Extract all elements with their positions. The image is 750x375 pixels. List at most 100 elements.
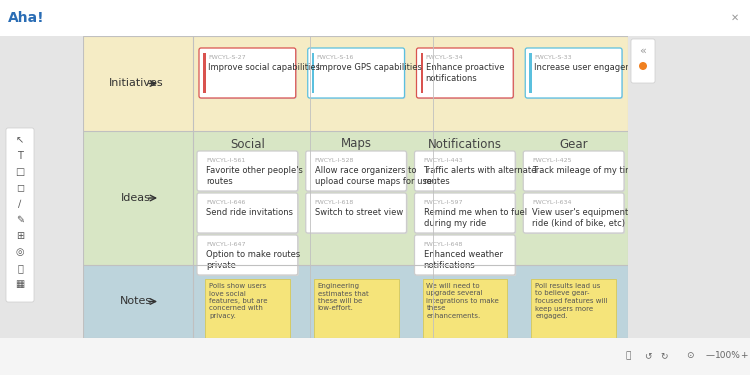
FancyBboxPatch shape xyxy=(418,49,514,99)
Bar xyxy=(205,279,290,341)
Text: Social: Social xyxy=(230,138,265,150)
Bar xyxy=(83,265,193,338)
Text: 🖼: 🖼 xyxy=(17,263,23,273)
FancyBboxPatch shape xyxy=(306,151,407,191)
Text: —: — xyxy=(706,351,715,360)
FancyBboxPatch shape xyxy=(525,48,622,98)
FancyBboxPatch shape xyxy=(526,49,623,99)
Text: FWCYL-I-597: FWCYL-I-597 xyxy=(424,200,463,205)
FancyBboxPatch shape xyxy=(415,151,515,191)
Text: ↖: ↖ xyxy=(16,135,24,145)
FancyBboxPatch shape xyxy=(524,193,624,233)
Text: Polls show users
love social
features, but are
concerned with
privacy.: Polls show users love social features, b… xyxy=(209,283,268,319)
Text: FWCYL-I-425: FWCYL-I-425 xyxy=(532,158,572,163)
FancyBboxPatch shape xyxy=(200,49,297,99)
Text: □: □ xyxy=(15,167,25,177)
Text: FWCYL-I-528: FWCYL-I-528 xyxy=(315,158,354,163)
Text: ↻: ↻ xyxy=(660,351,668,360)
Bar xyxy=(422,279,507,341)
Circle shape xyxy=(639,62,647,70)
Text: FWCYL-I-443: FWCYL-I-443 xyxy=(424,158,463,163)
Bar xyxy=(83,36,193,131)
Text: Favorite other people's
routes: Favorite other people's routes xyxy=(206,166,303,186)
FancyBboxPatch shape xyxy=(199,48,296,98)
FancyBboxPatch shape xyxy=(197,151,298,191)
Text: 100%: 100% xyxy=(715,351,741,360)
FancyBboxPatch shape xyxy=(307,152,407,192)
FancyBboxPatch shape xyxy=(415,235,515,275)
FancyBboxPatch shape xyxy=(415,193,515,233)
Text: Traffic alerts with alternate
routes: Traffic alerts with alternate routes xyxy=(424,166,537,186)
Text: Allow race organizers to
upload course maps for user: Allow race organizers to upload course m… xyxy=(315,166,435,186)
FancyBboxPatch shape xyxy=(416,48,513,98)
Text: Poll results lead us
to believe gear-
focused features will
keep users more
enga: Poll results lead us to believe gear- fo… xyxy=(536,283,608,319)
Text: ⊞: ⊞ xyxy=(16,231,24,241)
FancyBboxPatch shape xyxy=(524,194,625,234)
Text: T: T xyxy=(17,151,23,161)
Text: ↺: ↺ xyxy=(644,351,652,360)
Text: Send ride invitations: Send ride invitations xyxy=(206,208,293,217)
Bar xyxy=(83,131,628,265)
Bar xyxy=(83,36,628,338)
Bar xyxy=(83,131,193,265)
Text: FWCYL-S-16: FWCYL-S-16 xyxy=(316,55,354,60)
Bar xyxy=(628,36,750,338)
FancyBboxPatch shape xyxy=(197,193,298,233)
FancyBboxPatch shape xyxy=(198,152,298,192)
FancyBboxPatch shape xyxy=(416,236,516,276)
Bar xyxy=(531,279,616,341)
Text: Increase user engagement: Increase user engagement xyxy=(534,63,647,72)
Text: ✕: ✕ xyxy=(731,13,739,23)
Text: ◎: ◎ xyxy=(16,247,24,257)
Text: FWCYL-S-27: FWCYL-S-27 xyxy=(208,55,246,60)
Text: ◻: ◻ xyxy=(16,183,24,193)
Text: FWCYL-I-618: FWCYL-I-618 xyxy=(315,200,354,205)
FancyBboxPatch shape xyxy=(198,194,298,234)
Text: FWCYL-I-634: FWCYL-I-634 xyxy=(532,200,572,205)
Text: Enhanced weather
notifications: Enhanced weather notifications xyxy=(424,250,502,270)
FancyBboxPatch shape xyxy=(6,128,34,302)
FancyBboxPatch shape xyxy=(416,152,516,192)
Text: Enhance proactive
notifications: Enhance proactive notifications xyxy=(425,63,504,83)
Bar xyxy=(83,36,628,131)
Text: FWCYL-S-34: FWCYL-S-34 xyxy=(425,55,463,60)
FancyBboxPatch shape xyxy=(309,49,406,99)
Bar xyxy=(0,36,83,338)
Text: View user's equipment for
ride (kind of bike, etc): View user's equipment for ride (kind of … xyxy=(532,208,643,228)
FancyBboxPatch shape xyxy=(198,236,298,276)
Text: Notifications: Notifications xyxy=(427,138,502,150)
FancyBboxPatch shape xyxy=(416,194,516,234)
Text: ✎: ✎ xyxy=(16,215,24,225)
Text: 💬: 💬 xyxy=(626,351,631,360)
Text: Improve GPS capabilities: Improve GPS capabilities xyxy=(316,63,422,72)
Text: Aha!: Aha! xyxy=(8,11,45,25)
FancyBboxPatch shape xyxy=(631,39,655,83)
Bar xyxy=(203,53,206,93)
Text: Ideas: Ideas xyxy=(121,193,151,203)
Text: We will need to
upgrade several
integrations to make
these
enhancements.: We will need to upgrade several integrat… xyxy=(427,283,500,319)
Bar xyxy=(421,53,423,93)
Text: Option to make routes
private: Option to make routes private xyxy=(206,250,300,270)
FancyBboxPatch shape xyxy=(524,152,625,192)
Text: Improve social capabilities: Improve social capabilities xyxy=(208,63,320,72)
Bar xyxy=(314,279,398,341)
Text: Engineering
estimates that
these will be
low-effort.: Engineering estimates that these will be… xyxy=(318,283,368,312)
Text: «: « xyxy=(640,46,646,56)
Text: ▦: ▦ xyxy=(15,279,25,289)
Text: ⊙: ⊙ xyxy=(686,351,694,360)
Text: ∕: ∕ xyxy=(18,199,22,209)
Text: FWCYL-S-33: FWCYL-S-33 xyxy=(534,55,572,60)
Text: Switch to street view: Switch to street view xyxy=(315,208,403,217)
Text: Remind me when to fuel
during my ride: Remind me when to fuel during my ride xyxy=(424,208,526,228)
Text: FWCYL-I-561: FWCYL-I-561 xyxy=(206,158,245,163)
Bar xyxy=(0,338,750,375)
Text: Initiatives: Initiatives xyxy=(109,78,164,88)
FancyBboxPatch shape xyxy=(306,193,407,233)
Bar xyxy=(0,0,750,36)
Text: +: + xyxy=(740,351,748,360)
Text: FWCYL-I-646: FWCYL-I-646 xyxy=(206,200,245,205)
FancyBboxPatch shape xyxy=(308,48,404,98)
Bar xyxy=(530,53,532,93)
Text: FWCYL-I-648: FWCYL-I-648 xyxy=(424,242,463,247)
Text: Notes: Notes xyxy=(120,297,152,306)
